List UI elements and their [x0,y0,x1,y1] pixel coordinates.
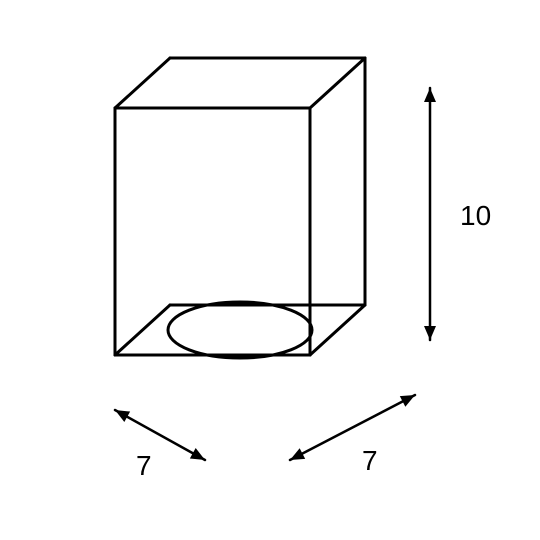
cube-top-right-depth [310,58,365,108]
cube-bottom-left-depth [115,305,170,355]
dim-width-label: 7 [362,445,378,476]
dim-width-line [290,395,415,460]
cube-bottom-right-depth [310,305,365,355]
dimension-diagram: 10 7 7 [0,0,540,540]
lamp-opening-ellipse [168,302,312,358]
cube-top-left-depth [115,58,170,108]
dim-depth-label: 7 [136,450,152,481]
dim-depth-line [115,410,205,460]
dim-height-label: 10 [460,200,491,231]
